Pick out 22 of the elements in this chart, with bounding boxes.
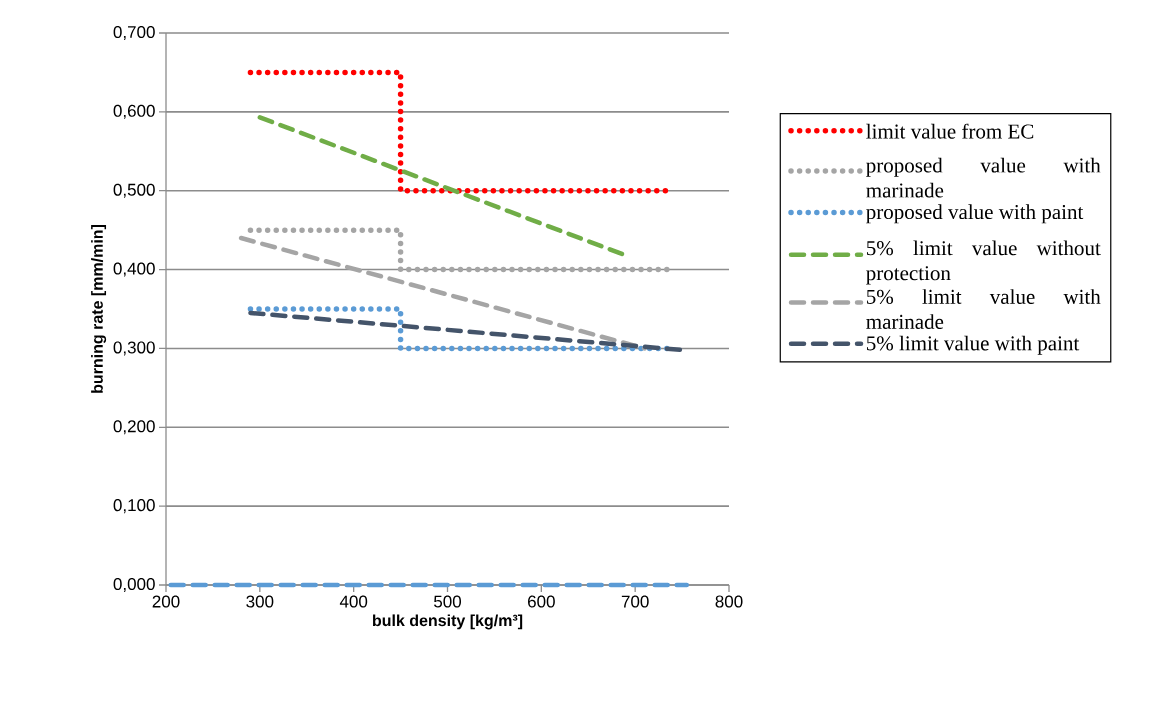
y-axis-title: burning rate [mm/min] — [91, 225, 107, 393]
legend-label: proposed value with paint — [866, 204, 1084, 224]
x-tick-label: 500 — [434, 595, 462, 608]
legend-label: 5% limit value with paint — [866, 335, 1080, 355]
y-tick-label: 0,700 — [113, 25, 155, 41]
y-tick-label: 0,100 — [113, 499, 155, 514]
x-axis-title: bulk density [kg/m³] — [373, 614, 523, 630]
legend-label: limit value from EC — [866, 123, 1034, 139]
x-tick-label: 200 — [152, 595, 180, 608]
y-tick-label: 0,600 — [113, 104, 155, 119]
y-tick-label: 0,500 — [113, 183, 155, 198]
x-tick-label: 300 — [246, 595, 274, 608]
y-tick-label: 0,200 — [113, 420, 155, 435]
x-tick-label: 700 — [621, 595, 649, 608]
y-tick-label: 0,300 — [113, 341, 155, 356]
x-tick-label: 600 — [528, 595, 555, 608]
y-tick-label: 0,400 — [113, 262, 155, 277]
x-tick-label: 800 — [715, 595, 743, 608]
legend-label: 5% limit value without protection — [866, 240, 1101, 285]
y-tick-label: 0,000 — [113, 577, 155, 593]
legend-label: 5% limit value with marinade — [866, 289, 1101, 329]
x-tick-label: 400 — [339, 595, 368, 608]
